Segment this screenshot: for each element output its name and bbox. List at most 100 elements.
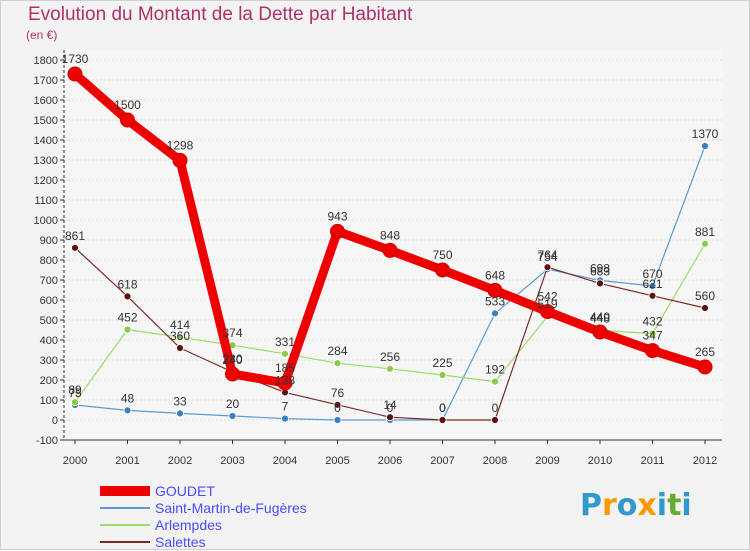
series-point-0-8 xyxy=(487,282,503,298)
x-tick-label: 2007 xyxy=(430,455,454,467)
data-label: 1730 xyxy=(62,52,89,66)
x-tick-label: 2005 xyxy=(325,455,349,467)
series-point-0-11 xyxy=(645,343,660,359)
data-label: 670 xyxy=(642,267,662,281)
data-label: 533 xyxy=(485,294,505,308)
legend-label-goudet: GOUDET xyxy=(155,483,215,499)
series-point-3-10 xyxy=(596,279,604,288)
x-tick-label: 2009 xyxy=(535,455,559,467)
y-tick-label: 1600 xyxy=(34,95,58,107)
data-label: 225 xyxy=(432,356,452,370)
data-label: 347 xyxy=(642,329,662,343)
series-point-2-12 xyxy=(701,239,709,248)
y-tick-label: 1100 xyxy=(34,195,58,207)
y-tick-label: 300 xyxy=(40,355,58,367)
y-tick-label: 0 xyxy=(52,415,58,427)
series-point-2-4 xyxy=(281,349,289,358)
data-label: 560 xyxy=(695,289,715,303)
data-label: 750 xyxy=(432,248,452,262)
series-point-3-9 xyxy=(543,263,552,272)
series-point-1-4 xyxy=(281,414,289,423)
data-label: 519 xyxy=(537,297,557,311)
proxiti-logo: Proxiti xyxy=(580,488,692,523)
data-label: 75 xyxy=(68,386,82,400)
x-tick-label: 2002 xyxy=(168,455,192,467)
logo-letter: i xyxy=(656,488,668,523)
series-point-3-0 xyxy=(71,243,79,252)
series-point-0-2 xyxy=(172,152,188,168)
data-label: 448 xyxy=(590,311,610,325)
series-point-0-6 xyxy=(382,242,398,258)
data-label: 0 xyxy=(439,401,446,415)
y-tick-label: 800 xyxy=(40,255,58,267)
series-point-2-1 xyxy=(123,325,132,334)
series-point-1-5 xyxy=(333,416,342,424)
legend-swatch-saint-martin xyxy=(100,507,150,509)
data-label: 331 xyxy=(275,335,295,349)
series-point-1-11 xyxy=(648,282,657,290)
series-point-3-6 xyxy=(386,413,394,422)
data-label: 764 xyxy=(537,248,557,262)
y-tick-label: -100 xyxy=(36,435,58,447)
y-tick-label: 200 xyxy=(40,375,58,387)
series-point-0-3 xyxy=(225,366,240,382)
data-label: 848 xyxy=(380,228,400,242)
series-point-2-8 xyxy=(491,377,499,386)
series-point-1-12 xyxy=(701,142,709,150)
data-label: 89 xyxy=(68,383,82,397)
data-label: 0 xyxy=(334,401,341,415)
data-label: 256 xyxy=(380,350,400,364)
series-point-2-0 xyxy=(71,398,79,407)
legend-swatch-salettes xyxy=(100,541,150,543)
data-label: 618 xyxy=(117,277,137,291)
series-point-2-7 xyxy=(438,371,447,379)
series-point-0-12 xyxy=(697,359,713,375)
series-point-0-10 xyxy=(592,324,608,340)
data-label: 360 xyxy=(170,329,190,343)
data-label: 861 xyxy=(65,229,85,243)
y-tick-label: 400 xyxy=(40,335,58,347)
series-point-1-3 xyxy=(228,412,237,420)
data-label: 14 xyxy=(383,398,397,412)
data-label: 414 xyxy=(170,318,190,332)
series-point-0-4 xyxy=(277,375,293,391)
data-label: 48 xyxy=(121,391,135,405)
data-label: 943 xyxy=(327,209,347,223)
logo-letter: r xyxy=(602,488,617,523)
y-tick-label: 500 xyxy=(40,315,58,327)
logo-letter: o xyxy=(616,488,638,523)
data-label: 0 xyxy=(387,401,394,415)
data-label: 698 xyxy=(590,261,610,275)
x-tick-label: 2010 xyxy=(588,455,612,467)
line-chart: -100010020030040050060070080090010001100… xyxy=(34,50,722,467)
data-label: 20 xyxy=(226,397,240,411)
data-label: 683 xyxy=(590,264,610,278)
series-point-3-7 xyxy=(438,416,447,424)
series-point-1-1 xyxy=(123,406,132,415)
legend-swatch-goudet xyxy=(100,486,150,496)
data-label: 1370 xyxy=(692,127,719,141)
series-point-2-11 xyxy=(648,329,657,338)
x-tick-label: 2008 xyxy=(483,455,507,467)
series-point-0-9 xyxy=(540,304,555,320)
data-label: 76 xyxy=(331,386,345,400)
series-point-3-1 xyxy=(123,292,132,301)
y-tick-label: 1500 xyxy=(34,115,58,127)
series-point-0-5 xyxy=(330,223,345,239)
y-tick-label: 1300 xyxy=(34,155,58,167)
x-tick-label: 2004 xyxy=(273,455,297,467)
data-label: 185 xyxy=(275,361,295,375)
data-label: 33 xyxy=(173,394,187,408)
y-tick-label: 1800 xyxy=(34,55,58,67)
series-point-3-8 xyxy=(491,416,499,424)
logo-letter: t xyxy=(667,488,682,523)
x-tick-label: 2003 xyxy=(220,455,244,467)
series-point-0-1 xyxy=(120,112,135,128)
y-tick-label: 1200 xyxy=(34,175,58,187)
data-label: 881 xyxy=(695,225,715,239)
x-tick-label: 2000 xyxy=(63,455,87,467)
data-label: 1298 xyxy=(167,138,194,152)
data-label: 0 xyxy=(439,401,446,415)
logo-letter: x xyxy=(637,488,657,523)
data-label: 452 xyxy=(117,311,137,325)
